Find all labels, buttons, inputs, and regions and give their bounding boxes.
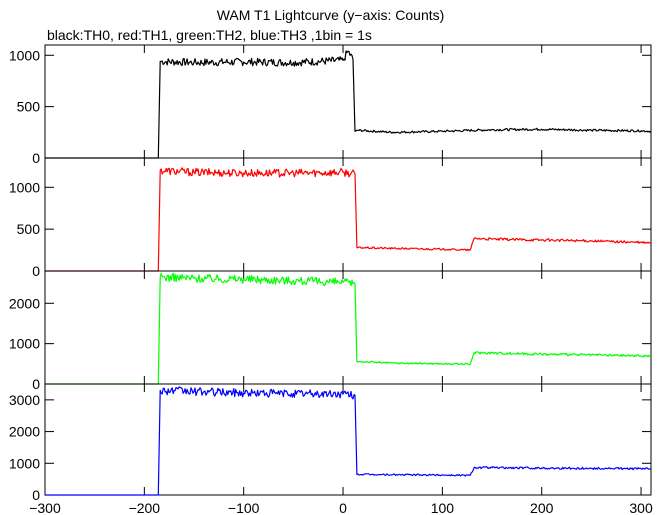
chart-title: WAM T1 Lightcurve (y−axis: Counts) <box>216 7 445 23</box>
x-tick-label: 300 <box>629 500 653 515</box>
y-tick-label-th2: 1000 <box>9 336 40 352</box>
y-tick-label-th2: 2000 <box>9 295 40 311</box>
x-tick-label: 0 <box>339 500 347 515</box>
x-tick-label: 100 <box>431 500 455 515</box>
panel-frame-th1 <box>44 157 652 272</box>
y-tick-label-th3: 2000 <box>9 424 40 440</box>
panel-frame-th0 <box>44 44 652 159</box>
series-line-th1 <box>45 167 652 272</box>
x-tick-label: −300 <box>29 500 61 515</box>
y-tick-label-th0: 500 <box>17 99 41 115</box>
x-tick-label: −200 <box>129 500 161 515</box>
y-tick-label-th3: 1000 <box>9 455 40 471</box>
panel-frame-th2 <box>44 270 652 385</box>
series-line-th0 <box>45 50 652 159</box>
panel-frame-th3 <box>44 383 652 496</box>
y-tick-label-th0: 1000 <box>9 47 40 63</box>
y-tick-label-th1: 500 <box>17 221 41 237</box>
x-tick-label: −100 <box>228 500 260 515</box>
y-tick-label-th3: 3000 <box>9 392 40 408</box>
chart-subtitle: black:TH0, red:TH1, green:TH2, blue:TH3 … <box>47 27 372 43</box>
y-tick-label-th1: 0 <box>32 263 40 279</box>
series-line-th3 <box>45 386 652 496</box>
y-tick-label-th0: 0 <box>32 150 40 166</box>
x-tick-label: 200 <box>530 500 554 515</box>
series-line-th2 <box>45 272 652 385</box>
y-tick-label-th3: 0 <box>32 487 40 503</box>
y-tick-label-th1: 1000 <box>9 179 40 195</box>
y-tick-label-th2: 0 <box>32 376 40 392</box>
